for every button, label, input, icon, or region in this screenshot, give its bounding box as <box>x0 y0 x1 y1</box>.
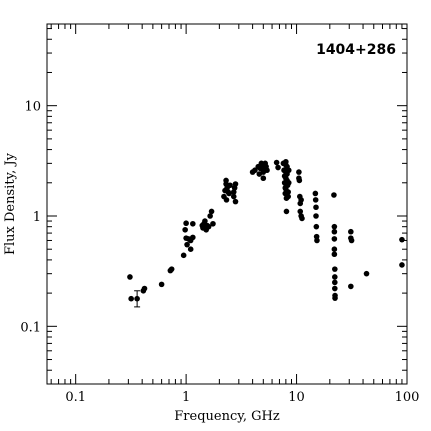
axis-ticks: 0.1 1 10 100 0.1 1 10 <box>20 24 419 405</box>
data-points <box>127 158 405 302</box>
data-point <box>299 215 305 222</box>
data-point <box>312 197 319 203</box>
x-tick-label: 10 <box>288 390 305 405</box>
data-point <box>184 241 190 248</box>
data-point <box>332 274 338 280</box>
data-point <box>230 189 237 195</box>
data-point <box>331 246 338 253</box>
data-point <box>202 218 208 224</box>
data-point <box>187 246 194 253</box>
plot-frame <box>46 23 408 385</box>
data-point <box>205 223 212 230</box>
data-point <box>223 197 230 203</box>
data-point <box>399 236 405 243</box>
y-axis-label: Flux Density, Jy <box>3 152 18 255</box>
data-point <box>331 223 338 230</box>
data-point <box>296 177 303 184</box>
data-point <box>180 252 187 259</box>
data-point <box>128 295 134 302</box>
data-point <box>168 266 175 272</box>
data-point <box>260 175 267 182</box>
data-point <box>332 285 338 292</box>
data-point <box>207 213 213 219</box>
data-point <box>183 220 189 227</box>
data-point <box>331 192 337 198</box>
data-point <box>230 193 237 200</box>
data-point <box>399 262 405 268</box>
data-point <box>348 237 355 244</box>
data-point <box>275 164 281 171</box>
data-point <box>252 167 258 174</box>
data-point <box>208 208 215 215</box>
data-point <box>182 226 188 233</box>
x-tick-label: 1 <box>182 390 190 405</box>
data-point <box>332 295 338 301</box>
data-point <box>190 220 196 227</box>
data-point <box>332 279 338 286</box>
data-point <box>298 197 304 203</box>
chart-title: 1404+286 <box>316 42 396 58</box>
data-point <box>331 251 338 258</box>
x-axis-label: Frequency, GHz <box>174 409 280 424</box>
data-point <box>285 193 291 200</box>
data-point <box>314 237 320 244</box>
data-point <box>313 213 319 219</box>
data-point <box>210 220 216 227</box>
y-tick-label: 10 <box>24 100 41 115</box>
data-point <box>232 198 239 205</box>
data-point <box>283 208 290 215</box>
error-bars <box>134 290 141 308</box>
data-point <box>190 234 196 241</box>
data-point <box>264 167 270 174</box>
data-point <box>312 190 319 197</box>
data-point <box>363 270 370 277</box>
data-point <box>226 190 232 197</box>
data-point <box>313 223 320 230</box>
data-point <box>285 179 292 186</box>
data-point <box>348 283 354 290</box>
data-point <box>141 285 148 292</box>
data-point <box>232 181 239 187</box>
data-point <box>273 159 280 166</box>
data-point <box>332 266 338 272</box>
data-point <box>223 177 229 184</box>
data-point <box>331 228 338 235</box>
data-point <box>127 274 133 280</box>
y-tick-label: 0.1 <box>20 320 41 335</box>
x-tick-label: 0.1 <box>65 390 86 405</box>
data-point <box>227 182 233 189</box>
data-point <box>296 169 302 175</box>
data-point <box>313 204 319 211</box>
data-point <box>285 167 292 174</box>
data-point <box>297 208 304 215</box>
y-tick-label: 1 <box>33 210 41 225</box>
data-point <box>285 189 291 195</box>
data-point <box>331 236 338 242</box>
x-tick-label: 100 <box>395 390 420 405</box>
data-point <box>348 228 354 235</box>
data-point <box>158 281 165 288</box>
